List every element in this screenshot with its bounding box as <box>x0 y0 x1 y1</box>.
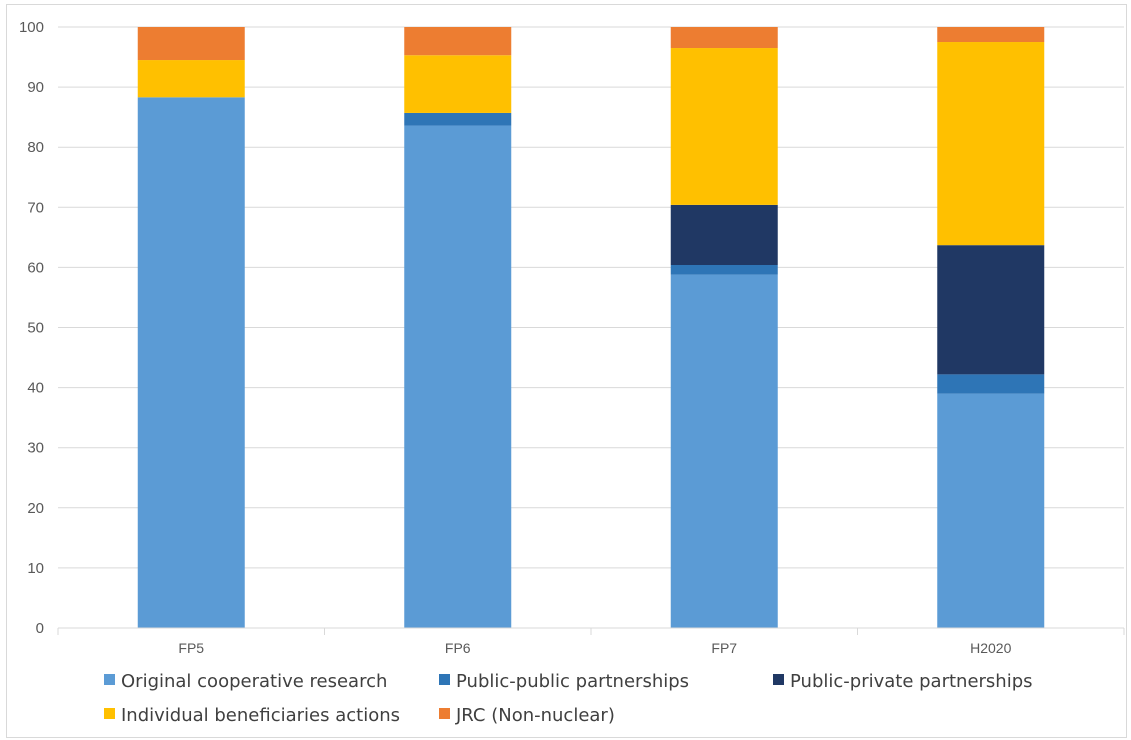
y-tick-label: 50 <box>27 320 44 337</box>
bar-segment-fp6-0 <box>404 125 512 629</box>
legend-swatch <box>773 674 784 685</box>
bar-segment-fp5-4 <box>137 27 245 61</box>
y-tick-label: 60 <box>27 259 44 276</box>
bar-segment-fp6-3 <box>404 55 512 113</box>
y-tick-label: 90 <box>27 79 44 96</box>
bar-segment-fp6-4 <box>404 27 512 56</box>
y-tick-label: 30 <box>27 440 44 457</box>
legend-swatch <box>439 708 450 719</box>
bar-segment-h2020-1 <box>937 374 1045 394</box>
bar-segment-fp7-1 <box>670 264 778 275</box>
legend-label: Original cooperative research <box>121 671 387 692</box>
y-tick-label: 100 <box>19 19 44 36</box>
bar-segment-fp5-0 <box>137 97 245 628</box>
bar-segment-h2020-2 <box>937 245 1045 375</box>
y-tick-label: 80 <box>27 139 44 156</box>
legend-swatch <box>104 708 115 719</box>
chart-frame <box>6 4 1127 738</box>
legend-label: Individual beneficiaries actions <box>121 705 400 726</box>
y-axis: 0 10 20 30 40 50 60 70 80 90 100 <box>19 19 44 637</box>
x-tick-label: FP6 <box>445 640 471 656</box>
legend: Original cooperative research Public-publ… <box>104 671 1033 726</box>
legend-swatch <box>104 674 115 685</box>
legend-swatch <box>439 674 450 685</box>
y-tick-label: 40 <box>27 380 44 397</box>
x-tick-label: FP5 <box>178 640 204 656</box>
bar-segment-fp5-3 <box>137 60 245 98</box>
y-tick-label: 10 <box>27 560 44 577</box>
bar-segment-fp7-4 <box>670 27 778 49</box>
legend-label: Public-private partnerships <box>790 671 1033 692</box>
y-tick-label: 20 <box>27 500 44 517</box>
x-axis: FP5 FP6 FP7 H2020 <box>57 627 1125 656</box>
bar-segment-h2020-4 <box>937 27 1045 43</box>
x-tick-label: FP7 <box>711 640 737 656</box>
x-tick-label: H2020 <box>970 640 1011 656</box>
bar-segment-h2020-0 <box>937 393 1045 628</box>
legend-label: JRC (Non-nuclear) <box>455 705 615 726</box>
bar-segment-fp7-0 <box>670 274 778 628</box>
bar-segment-fp7-3 <box>670 48 778 205</box>
legend-label: Public-public partnerships <box>456 671 689 692</box>
bar-segment-fp6-1 <box>404 112 512 126</box>
bar-segment-h2020-3 <box>937 42 1045 246</box>
bars <box>137 27 1045 629</box>
bar-segment-fp7-2 <box>670 204 778 265</box>
y-tick-label: 70 <box>27 199 44 216</box>
y-tick-label: 0 <box>36 620 44 637</box>
